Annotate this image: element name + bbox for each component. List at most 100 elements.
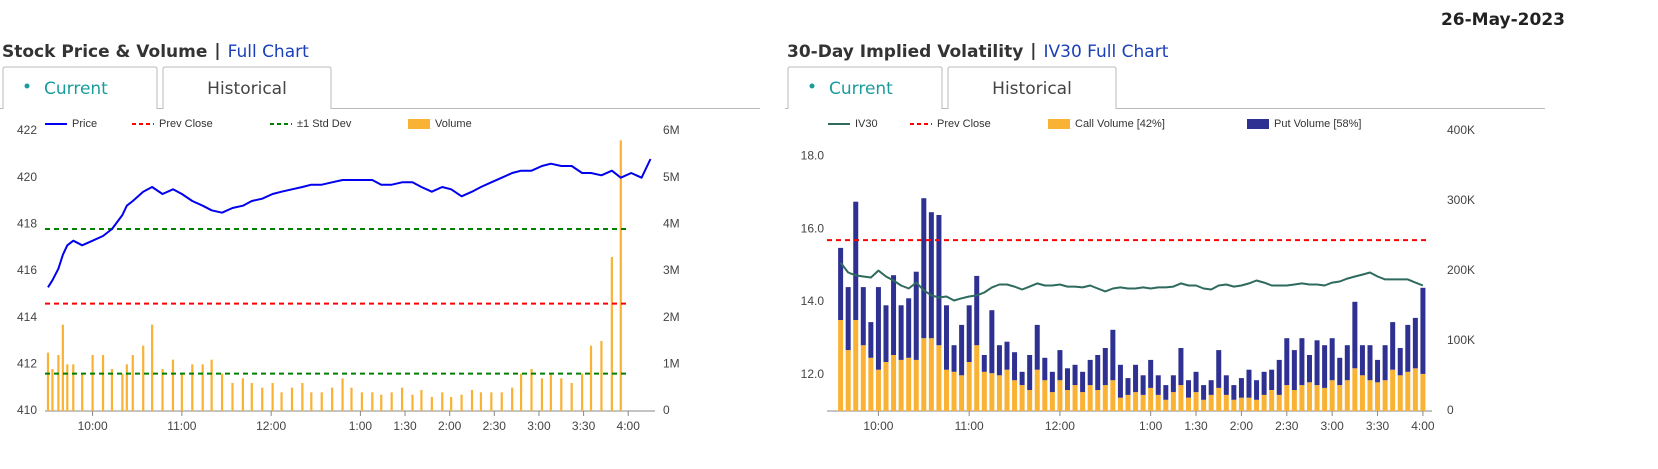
title-separator: |	[214, 41, 220, 61]
volume-bar	[250, 383, 253, 411]
volume-bar	[883, 305, 889, 362]
volume-bar	[1375, 359, 1381, 383]
volume-bar	[1375, 382, 1381, 411]
y2-tick-label: 3M	[663, 263, 680, 277]
volume-bar	[261, 387, 264, 411]
volume-bar	[1344, 345, 1350, 381]
tab-label[interactable]: Historical	[992, 79, 1072, 99]
volume-bar	[1027, 355, 1033, 390]
volume-bar	[1291, 350, 1297, 390]
volume-bar	[1284, 385, 1290, 411]
tab[interactable]	[162, 66, 332, 109]
volume-bar	[1102, 348, 1108, 386]
tab-label[interactable]: Historical	[207, 79, 287, 99]
volume-bar	[943, 305, 949, 370]
y2-tick-label: 0	[663, 403, 670, 417]
volume-bar	[191, 364, 194, 411]
volume-bar	[1125, 394, 1131, 411]
volume-bar	[1329, 338, 1335, 381]
volume-bar	[540, 378, 544, 411]
volume-bar	[1299, 385, 1305, 411]
volume-bar	[1185, 380, 1191, 398]
volume-bar	[1261, 371, 1267, 395]
legend-label: Price	[72, 118, 97, 130]
y2-tick-label: 4M	[663, 217, 680, 231]
x-tick-label: 2:30	[1275, 419, 1299, 433]
volume-bar	[1064, 390, 1070, 411]
tab[interactable]	[787, 66, 943, 109]
volume-bar	[66, 364, 69, 411]
volume-bar	[171, 359, 175, 411]
y-tick-label: 422	[17, 123, 37, 137]
volume-bar	[1231, 385, 1237, 400]
y-tick-label: 16.0	[801, 221, 825, 235]
volume-bar	[1322, 387, 1328, 411]
y2-tick-label: 0	[1447, 403, 1454, 417]
volume-bar	[290, 387, 294, 411]
volume-bar	[1193, 371, 1199, 393]
volume-bar	[231, 383, 234, 411]
volume-bar	[151, 324, 154, 411]
volume-bar	[1185, 397, 1191, 411]
x-tick-label: 11:00	[955, 419, 984, 433]
x-tick-label: 3:00	[527, 419, 551, 433]
legend-label: IV30	[855, 118, 878, 130]
volume-bar	[1117, 364, 1123, 398]
volume-bar	[898, 305, 904, 360]
volume-bar	[91, 355, 94, 411]
volume-bar	[1337, 357, 1343, 386]
volume-bar	[1208, 394, 1214, 411]
x-tick-label: 1:00	[1139, 419, 1163, 433]
tab-label[interactable]: Current	[829, 79, 893, 99]
volume-bar	[1034, 369, 1040, 411]
x-tick-label: 1:00	[349, 419, 373, 433]
volume-bar	[1019, 385, 1025, 411]
volume-bar	[1352, 301, 1358, 369]
volume-bar	[1276, 359, 1282, 395]
volume-bar	[845, 350, 851, 411]
volume-bar	[371, 392, 374, 411]
volume-bar	[490, 392, 493, 411]
volume-bar	[61, 324, 64, 411]
legend-label: Volume	[435, 118, 472, 130]
volume-bar	[868, 357, 874, 411]
full-chart-link[interactable]: IV30 Full Chart	[1044, 42, 1169, 62]
volume-bar	[1140, 394, 1146, 411]
volume-bar	[101, 355, 105, 411]
volume-bar	[341, 378, 344, 411]
y-tick-label: 18.0	[801, 149, 825, 163]
volume-bar	[1178, 348, 1184, 386]
volume-bar	[1049, 371, 1055, 393]
volume-bar	[470, 390, 474, 411]
volume-bar	[420, 390, 423, 411]
volume-bar	[131, 355, 134, 411]
x-tick-label: 3:30	[1366, 419, 1390, 433]
tab[interactable]	[947, 66, 1117, 109]
volume-bar	[1246, 369, 1252, 398]
volume-bar	[1155, 375, 1161, 395]
volume-bar	[110, 369, 114, 411]
volume-bar	[1004, 341, 1010, 370]
volume-bar	[280, 392, 283, 411]
volume-bar	[1314, 385, 1320, 411]
volume-bar	[600, 341, 603, 411]
volume-bar	[301, 383, 304, 411]
volume-bar	[72, 364, 75, 411]
volume-bar	[1344, 380, 1350, 411]
volume-bar	[1178, 385, 1184, 411]
volume-bar	[580, 373, 584, 411]
tab-label[interactable]: Current	[44, 79, 108, 99]
full-chart-link[interactable]: Full Chart	[228, 42, 310, 62]
volume-bar	[619, 140, 622, 412]
volume-bar	[1019, 371, 1025, 386]
y-tick-label: 418	[17, 217, 37, 231]
volume-bar	[1208, 380, 1214, 395]
volume-bar	[1012, 352, 1018, 381]
volume-bar	[350, 387, 353, 411]
volume-bar	[1110, 329, 1116, 381]
volume-bar	[610, 257, 613, 411]
x-tick-label: 2:00	[438, 419, 462, 433]
volume-bar	[943, 369, 949, 411]
volume-bar	[1223, 375, 1229, 395]
tab[interactable]	[2, 66, 158, 109]
